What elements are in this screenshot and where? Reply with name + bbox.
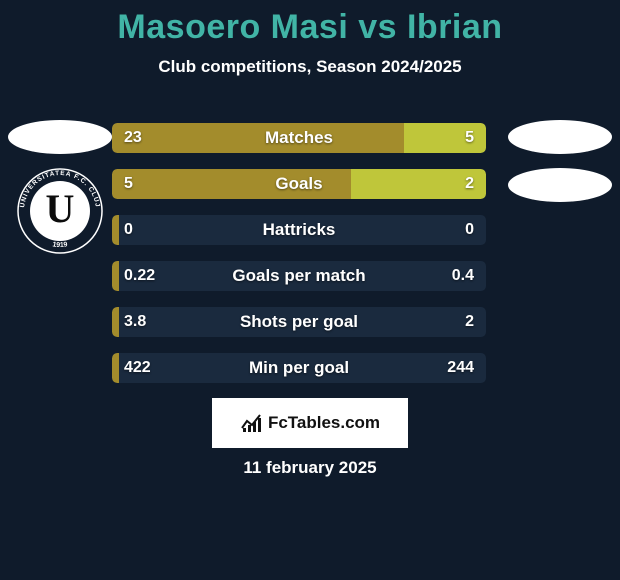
footer-block: FcTables.com 11 february 2025	[0, 394, 620, 478]
bar-left	[112, 169, 351, 199]
value-left: 23	[124, 123, 142, 153]
stat-label: Shots per goal	[112, 307, 486, 337]
value-right: 0	[465, 215, 474, 245]
badge-letter: U	[46, 186, 75, 231]
stat-label: Hattricks	[112, 215, 486, 245]
club-badge-left: U UNIVERSITATEA F.C. CLUJ 1919	[17, 168, 103, 254]
value-left: 422	[124, 353, 151, 383]
player-left-photo-placeholder	[8, 120, 112, 154]
club-badge-right-placeholder	[508, 168, 612, 202]
bar-left	[112, 215, 119, 245]
value-right: 244	[447, 353, 474, 383]
bar-left	[112, 123, 404, 153]
comparison-bars: 235Matches52Goals00Hattricks0.220.4Goals…	[112, 123, 486, 399]
svg-text:1919: 1919	[52, 241, 68, 249]
player-left-column: U UNIVERSITATEA F.C. CLUJ 1919	[8, 120, 112, 254]
stat-row: 235Matches	[112, 123, 486, 153]
subtitle: Club competitions, Season 2024/2025	[0, 57, 620, 77]
brand-text: FcTables.com	[268, 413, 380, 433]
value-left: 3.8	[124, 307, 146, 337]
bar-left	[112, 307, 119, 337]
stat-label: Min per goal	[112, 353, 486, 383]
chart-icon	[240, 412, 262, 434]
value-right: 2	[465, 169, 474, 199]
stat-row: 0.22 0.4Goals per match	[112, 261, 486, 291]
stat-row: 52Goals	[112, 169, 486, 199]
value-right: 5	[465, 123, 474, 153]
stat-label: Goals per match	[112, 261, 486, 291]
stat-row: 422 244Min per goal	[112, 353, 486, 383]
bar-left	[112, 353, 119, 383]
stat-row: 0 0Hattricks	[112, 215, 486, 245]
player-right-column	[508, 120, 612, 216]
bar-left	[112, 261, 119, 291]
stat-row: 3.8 2Shots per goal	[112, 307, 486, 337]
player-right-photo-placeholder	[508, 120, 612, 154]
value-right: 2	[465, 307, 474, 337]
badge-year: 1919	[52, 241, 68, 249]
page-title: Masoero Masi vs Ibrian	[0, 8, 620, 47]
value-left: 5	[124, 169, 133, 199]
value-left: 0.22	[124, 261, 155, 291]
value-right: 0.4	[452, 261, 474, 291]
date-text: 11 february 2025	[0, 458, 620, 478]
value-left: 0	[124, 215, 133, 245]
comparison-infographic: Masoero Masi vs Ibrian Club competitions…	[0, 0, 620, 580]
brand-box: FcTables.com	[212, 398, 408, 448]
